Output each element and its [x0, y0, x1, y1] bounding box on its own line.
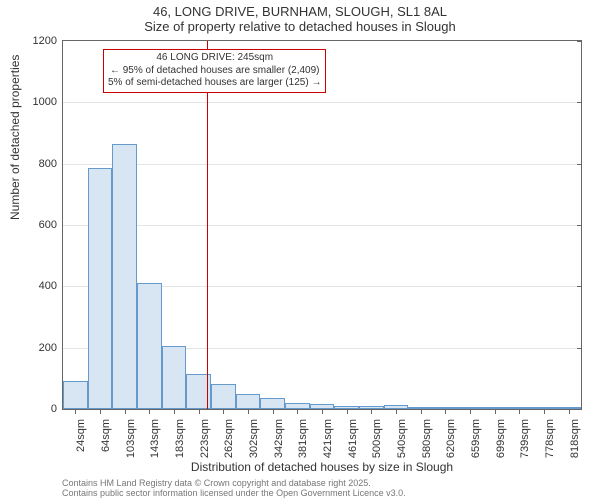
y-tick-mark	[577, 225, 582, 226]
y-tick-label: 600	[39, 219, 63, 231]
gridline	[63, 164, 581, 165]
y-tick-label: 1200	[33, 35, 63, 47]
annotation-box: 46 LONG DRIVE: 245sqm← 95% of detached h…	[103, 49, 326, 93]
chart-plot-area: 02004006008001000120024sqm64sqm103sqm143…	[62, 40, 582, 410]
annotation-line3: 5% of semi-detached houses are larger (1…	[108, 77, 321, 90]
x-axis-label: Distribution of detached houses by size …	[62, 460, 582, 474]
x-tick-label: 500sqm	[371, 415, 383, 458]
x-tick-mark	[149, 409, 150, 414]
x-tick-mark	[75, 409, 76, 414]
x-tick-mark	[125, 409, 126, 414]
x-tick-mark	[273, 409, 274, 414]
x-tick-label: 461sqm	[347, 415, 359, 458]
x-tick-mark	[544, 409, 545, 414]
y-tick-label: 200	[39, 342, 63, 354]
x-tick-mark	[495, 409, 496, 414]
gridline	[63, 225, 581, 226]
x-tick-mark	[569, 409, 570, 414]
histogram-bar	[162, 346, 187, 409]
x-tick-mark	[371, 409, 372, 414]
y-tick-mark	[577, 41, 582, 42]
x-tick-label: 778sqm	[544, 415, 556, 458]
histogram-bar	[63, 381, 88, 409]
histogram-bar	[137, 283, 162, 409]
y-tick-mark	[577, 102, 582, 103]
x-tick-mark	[421, 409, 422, 414]
y-tick-mark	[577, 409, 582, 410]
y-tick-label: 0	[51, 403, 63, 415]
x-tick-mark	[396, 409, 397, 414]
x-tick-label: 342sqm	[273, 415, 285, 458]
x-tick-mark	[322, 409, 323, 414]
x-tick-label: 24sqm	[75, 415, 87, 452]
y-tick-mark	[577, 286, 582, 287]
x-tick-label: 223sqm	[199, 415, 211, 458]
footer-attribution: Contains HM Land Registry data © Crown c…	[62, 478, 406, 499]
y-tick-label: 800	[39, 158, 63, 170]
y-tick-label: 1000	[33, 96, 63, 108]
title-main: 46, LONG DRIVE, BURNHAM, SLOUGH, SL1 8AL	[0, 0, 600, 19]
x-tick-label: 381sqm	[297, 415, 309, 458]
x-tick-mark	[248, 409, 249, 414]
annotation-line2: ← 95% of detached houses are smaller (2,…	[108, 65, 321, 78]
x-tick-mark	[223, 409, 224, 414]
x-tick-label: 262sqm	[223, 415, 235, 458]
y-tick-mark	[577, 348, 582, 349]
marker-line	[207, 41, 208, 409]
x-tick-mark	[470, 409, 471, 414]
y-tick-mark	[577, 164, 582, 165]
x-tick-mark	[297, 409, 298, 414]
x-tick-label: 421sqm	[322, 415, 334, 458]
x-tick-label: 659sqm	[470, 415, 482, 458]
x-tick-mark	[347, 409, 348, 414]
x-tick-mark	[445, 409, 446, 414]
x-tick-label: 143sqm	[149, 415, 161, 458]
title-sub: Size of property relative to detached ho…	[0, 19, 600, 34]
histogram-bar	[112, 144, 137, 409]
x-tick-mark	[519, 409, 520, 414]
y-axis-label: Number of detached properties	[8, 55, 22, 220]
x-tick-label: 699sqm	[495, 415, 507, 458]
x-tick-mark	[199, 409, 200, 414]
x-tick-label: 183sqm	[174, 415, 186, 458]
x-tick-label: 103sqm	[125, 415, 137, 458]
x-tick-label: 580sqm	[421, 415, 433, 458]
x-tick-label: 818sqm	[569, 415, 581, 458]
footer-line1: Contains HM Land Registry data © Crown c…	[62, 478, 406, 488]
x-tick-label: 64sqm	[100, 415, 112, 452]
histogram-bar	[211, 384, 236, 409]
x-tick-label: 540sqm	[396, 415, 408, 458]
y-tick-label: 400	[39, 280, 63, 292]
histogram-bar	[260, 398, 285, 409]
x-tick-label: 739sqm	[519, 415, 531, 458]
histogram-bar	[236, 394, 261, 409]
x-tick-label: 620sqm	[445, 415, 457, 458]
gridline	[63, 102, 581, 103]
x-tick-label: 302sqm	[248, 415, 260, 458]
x-tick-mark	[100, 409, 101, 414]
x-tick-mark	[174, 409, 175, 414]
histogram-bar	[88, 168, 113, 409]
annotation-line1: 46 LONG DRIVE: 245sqm	[108, 52, 321, 65]
footer-line2: Contains public sector information licen…	[62, 488, 406, 498]
